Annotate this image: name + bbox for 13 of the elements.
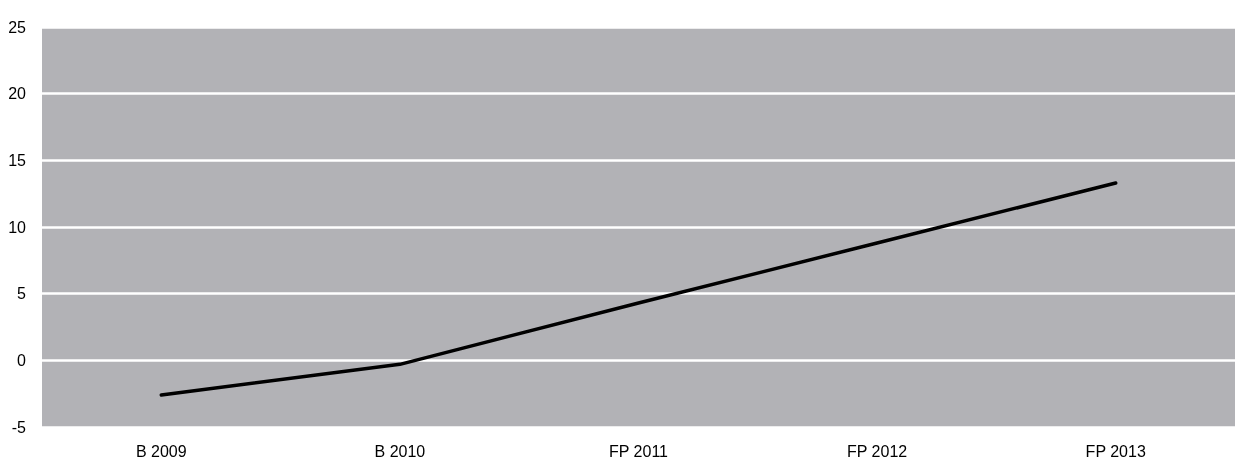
line-series <box>159 181 1118 397</box>
x-tick-label: B 2009 <box>135 442 187 460</box>
x-tick-label: FP 2012 <box>847 442 908 460</box>
y-tick-label: 5 <box>17 285 27 303</box>
y-tick-label: -5 <box>11 418 27 436</box>
x-tick-label: FP 2013 <box>1085 442 1146 460</box>
y-tick-label: 0 <box>17 351 27 369</box>
y-tick-label: 15 <box>8 151 27 169</box>
y-tick-label: 10 <box>8 218 27 236</box>
y-tick-label: 20 <box>8 85 27 103</box>
x-tick-label: B 2010 <box>374 442 426 460</box>
x-tick-label: FP 2011 <box>608 442 669 460</box>
y-tick-label: 25 <box>8 18 27 36</box>
